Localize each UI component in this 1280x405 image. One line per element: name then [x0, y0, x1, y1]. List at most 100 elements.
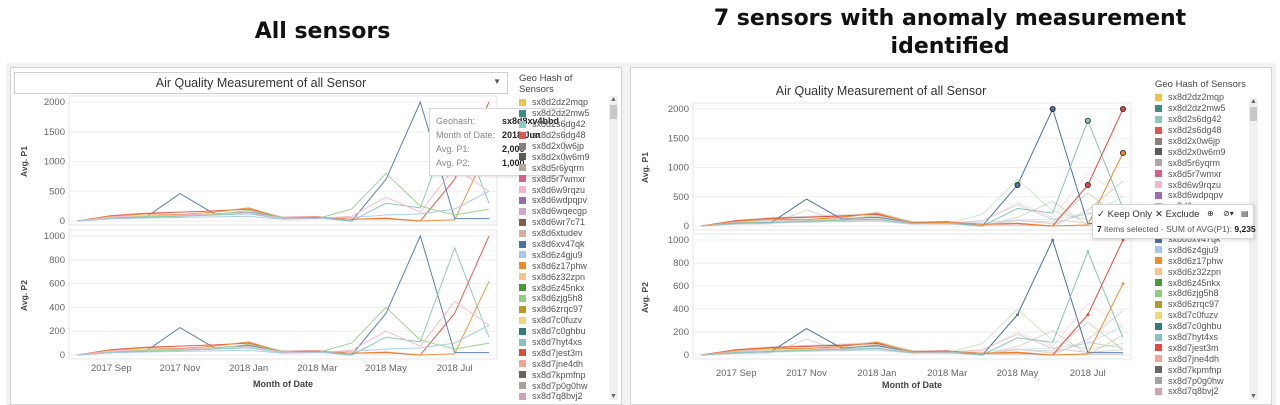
legend-item[interactable]: sx8d5r7wmxr	[517, 173, 609, 184]
legend-item[interactable]: sx8d6z4gju9	[1153, 244, 1249, 255]
scroll-down-icon[interactable]: ▼	[1250, 393, 1257, 400]
legend-item[interactable]: sx8d7kpmfnp	[1153, 364, 1249, 375]
x-tick-label: 2018 Mar	[927, 368, 967, 379]
legend-label: sx8d7c0fuzv	[1168, 310, 1219, 321]
legend-swatch	[519, 338, 526, 346]
chevron-down-icon[interactable]: ▼	[493, 77, 501, 86]
y-tick-label: 1000	[668, 163, 689, 174]
legend-scrollbar[interactable]: ▲ ▼	[1249, 98, 1258, 400]
y-tick-label: 1000	[668, 235, 689, 246]
dropdown-title: Air Quality Measurement of all Sensor	[155, 76, 367, 90]
legend-item[interactable]: sx8d6wdpqpv	[1153, 190, 1249, 201]
legend-item[interactable]: sx8d6z45nkx	[1153, 277, 1249, 288]
legend-item[interactable]: sx8d2x0w6jp	[1153, 136, 1249, 147]
series-line	[700, 196, 1124, 227]
legend-item[interactable]: sx8d6zrqc97	[517, 304, 609, 315]
legend-item[interactable]: sx8d2dz2mqp	[1153, 92, 1249, 103]
legend-item[interactable]: sx8d6wdpqpv	[517, 195, 609, 206]
series-point	[1014, 182, 1021, 189]
legend-item[interactable]: sx8d6z17phw	[1153, 255, 1249, 266]
legend-item[interactable]: sx8d7hyt4xs	[517, 337, 609, 348]
right-line-chart[interactable]: 0 500 1000 1500 2000 Avg. P1 0 200 400 600 800 1000…	[631, 68, 1151, 404]
legend-item[interactable]: sx8d6wr7c71	[517, 217, 609, 228]
series-line	[700, 302, 1124, 356]
link-icon[interactable]: ⊘▾	[1223, 209, 1234, 218]
legend-item[interactable]: sx8d2x0w6m9	[517, 151, 609, 162]
y-tick-label: 400	[49, 302, 65, 313]
legend-item[interactable]: sx8d7jest3m	[517, 347, 609, 358]
legend-item[interactable]: sx8d6xv47qk	[1153, 234, 1249, 245]
legend-item[interactable]: sx8d5r7wmxr	[1153, 168, 1249, 179]
legend-item[interactable]: sx8d7c0fuzv	[517, 315, 609, 326]
keep-only-button[interactable]: ✓ Keep Only	[1097, 209, 1152, 220]
legend-item[interactable]: sx8d7jne4dh	[1153, 353, 1249, 364]
legend-item[interactable]: sx8d7q8bvj2	[1153, 386, 1249, 397]
legend-item[interactable]: sx8d6zjg5h8	[1153, 288, 1249, 299]
left-line-chart[interactable]: 0 500 1000 1500 2000 Avg. P1 0 200 400 600 800 1000…	[11, 68, 516, 404]
legend-scrollbar[interactable]: ▲ ▼	[609, 96, 618, 400]
legend-item[interactable]: sx8d7c0ghbu	[1153, 321, 1249, 332]
series-line	[700, 152, 1124, 227]
legend-item[interactable]: sx8d6wqecgp	[517, 206, 609, 217]
legend-swatch	[1155, 387, 1162, 395]
legend-item[interactable]: sx8d6z32zpn	[1153, 266, 1249, 277]
scroll-thumb[interactable]	[1250, 107, 1257, 121]
legend-item[interactable]: sx8d2x0w6jp	[517, 141, 609, 152]
legend-item[interactable]: sx8d6w9rqzu	[1153, 179, 1249, 190]
legend-swatch	[519, 251, 526, 259]
legend-label: sx8d6wr7c71	[532, 217, 586, 228]
legend-item[interactable]: sx8d2s6dg42	[1153, 114, 1249, 125]
legend-item[interactable]: sx8d7jest3m	[1153, 342, 1249, 353]
legend-item[interactable]: sx8d2s6dg48	[517, 130, 609, 141]
legend-item[interactable]: sx8d6w9rqzu	[517, 184, 609, 195]
legend-item[interactable]: sx8d6z32zpn	[517, 271, 609, 282]
legend-label: sx8d6z45nkx	[1168, 277, 1221, 288]
scroll-down-icon[interactable]: ▼	[610, 393, 617, 400]
legend-item[interactable]: sx8d7hyt4xs	[1153, 332, 1249, 343]
legend-item[interactable]: sx8d7p0g0hw	[517, 380, 609, 391]
series-point	[1119, 149, 1126, 156]
exclude-button[interactable]: ✕ Exclude	[1155, 209, 1200, 220]
legend-item[interactable]: sx8d7q8bvj2	[517, 391, 609, 402]
legend-label: sx8d5r7wmxr	[532, 173, 586, 184]
y-axis-label: Avg. P1	[640, 152, 650, 183]
legend-item[interactable]: sx8d6z4gju9	[517, 249, 609, 260]
legend-swatch	[519, 186, 526, 194]
series-line	[76, 281, 490, 356]
table-icon[interactable]: ▤	[1241, 209, 1249, 218]
legend-item[interactable]: sx8d2s6dg42	[517, 119, 609, 130]
legend-item[interactable]: sx8d5r6yqrm	[517, 162, 609, 173]
scroll-thumb[interactable]	[610, 105, 617, 119]
selection-action-bar: ✓ Keep Only ✕ Exclude ⊕ ⊘▾ ▤ 7 items sel…	[1092, 204, 1256, 239]
legend-item[interactable]: sx8d7kpmfnp	[517, 369, 609, 380]
legend-label: sx8d7p0g0hw	[1168, 375, 1224, 386]
series-point	[1121, 238, 1125, 242]
legend-item[interactable]: sx8d2s6dg48	[1153, 125, 1249, 136]
legend-item[interactable]: sx8d2dz2mqp	[517, 97, 609, 108]
legend-item[interactable]: sx8d6z45nkx	[517, 282, 609, 293]
scroll-up-icon[interactable]: ▲	[1250, 98, 1257, 105]
group-icon[interactable]: ⊕	[1207, 209, 1214, 218]
legend-item[interactable]: sx8d6zrqc97	[1153, 299, 1249, 310]
legend-item[interactable]: sx8d7p0g0hw	[1153, 375, 1249, 386]
legend-item[interactable]: sx8d6zjg5h8	[517, 293, 609, 304]
legend-item[interactable]: sx8d6xtudev	[517, 228, 609, 239]
scroll-up-icon[interactable]: ▲	[610, 96, 617, 103]
legend-swatch	[1155, 93, 1162, 101]
legend-item[interactable]: sx8d2dz2mw5	[517, 108, 609, 119]
legend-item[interactable]: sx8d7c0fuzv	[1153, 310, 1249, 321]
legend-item[interactable]: sx8d5r6yqrm	[1153, 157, 1249, 168]
legend-item[interactable]: sx8d2dz2mw5	[1153, 103, 1249, 114]
legend-item[interactable]: sx8d6xv47qk	[517, 239, 609, 250]
legend-item[interactable]: sx8d6z17phw	[517, 260, 609, 271]
legend-swatch	[1155, 257, 1162, 265]
legend-item[interactable]: sx8d2x0w6m9	[1153, 146, 1249, 157]
legend-item[interactable]: sx8d7jne4dh	[517, 358, 609, 369]
legend-item[interactable]: sx8d7c0ghbu	[517, 326, 609, 337]
chart-title-dropdown[interactable]: Air Quality Measurement of all Sensor ▼	[14, 72, 508, 94]
legend-label: sx8d6zjg5h8	[1168, 288, 1219, 299]
legend-swatch	[519, 382, 526, 390]
series-line	[76, 172, 490, 222]
legend-label: sx8d6zrqc97	[1168, 299, 1220, 310]
legend-swatch	[1155, 137, 1162, 145]
